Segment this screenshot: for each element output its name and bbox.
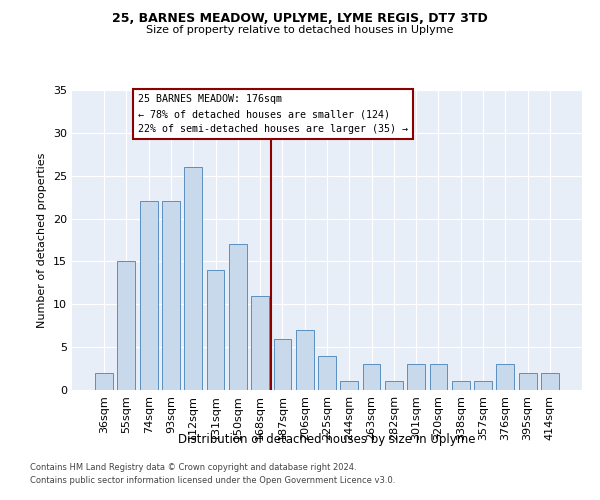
- Bar: [184, 167, 202, 390]
- Bar: [229, 244, 247, 390]
- Text: Distribution of detached houses by size in Uplyme: Distribution of detached houses by size …: [178, 432, 476, 446]
- Text: 25 BARNES MEADOW: 176sqm
← 78% of detached houses are smaller (124)
22% of semi-: 25 BARNES MEADOW: 176sqm ← 78% of detach…: [137, 94, 407, 134]
- Bar: [296, 330, 314, 390]
- Bar: [474, 382, 492, 390]
- Bar: [385, 382, 403, 390]
- Bar: [251, 296, 269, 390]
- Bar: [407, 364, 425, 390]
- Bar: [118, 262, 136, 390]
- Bar: [95, 373, 113, 390]
- Text: 25, BARNES MEADOW, UPLYME, LYME REGIS, DT7 3TD: 25, BARNES MEADOW, UPLYME, LYME REGIS, D…: [112, 12, 488, 26]
- Text: Contains HM Land Registry data © Crown copyright and database right 2024.: Contains HM Land Registry data © Crown c…: [30, 464, 356, 472]
- Text: Contains public sector information licensed under the Open Government Licence v3: Contains public sector information licen…: [30, 476, 395, 485]
- Bar: [430, 364, 448, 390]
- Bar: [518, 373, 536, 390]
- Bar: [362, 364, 380, 390]
- Bar: [496, 364, 514, 390]
- Bar: [162, 202, 180, 390]
- Bar: [452, 382, 470, 390]
- Text: Size of property relative to detached houses in Uplyme: Size of property relative to detached ho…: [146, 25, 454, 35]
- Bar: [318, 356, 336, 390]
- Bar: [340, 382, 358, 390]
- Bar: [541, 373, 559, 390]
- Bar: [206, 270, 224, 390]
- Y-axis label: Number of detached properties: Number of detached properties: [37, 152, 47, 328]
- Bar: [274, 338, 292, 390]
- Bar: [140, 202, 158, 390]
